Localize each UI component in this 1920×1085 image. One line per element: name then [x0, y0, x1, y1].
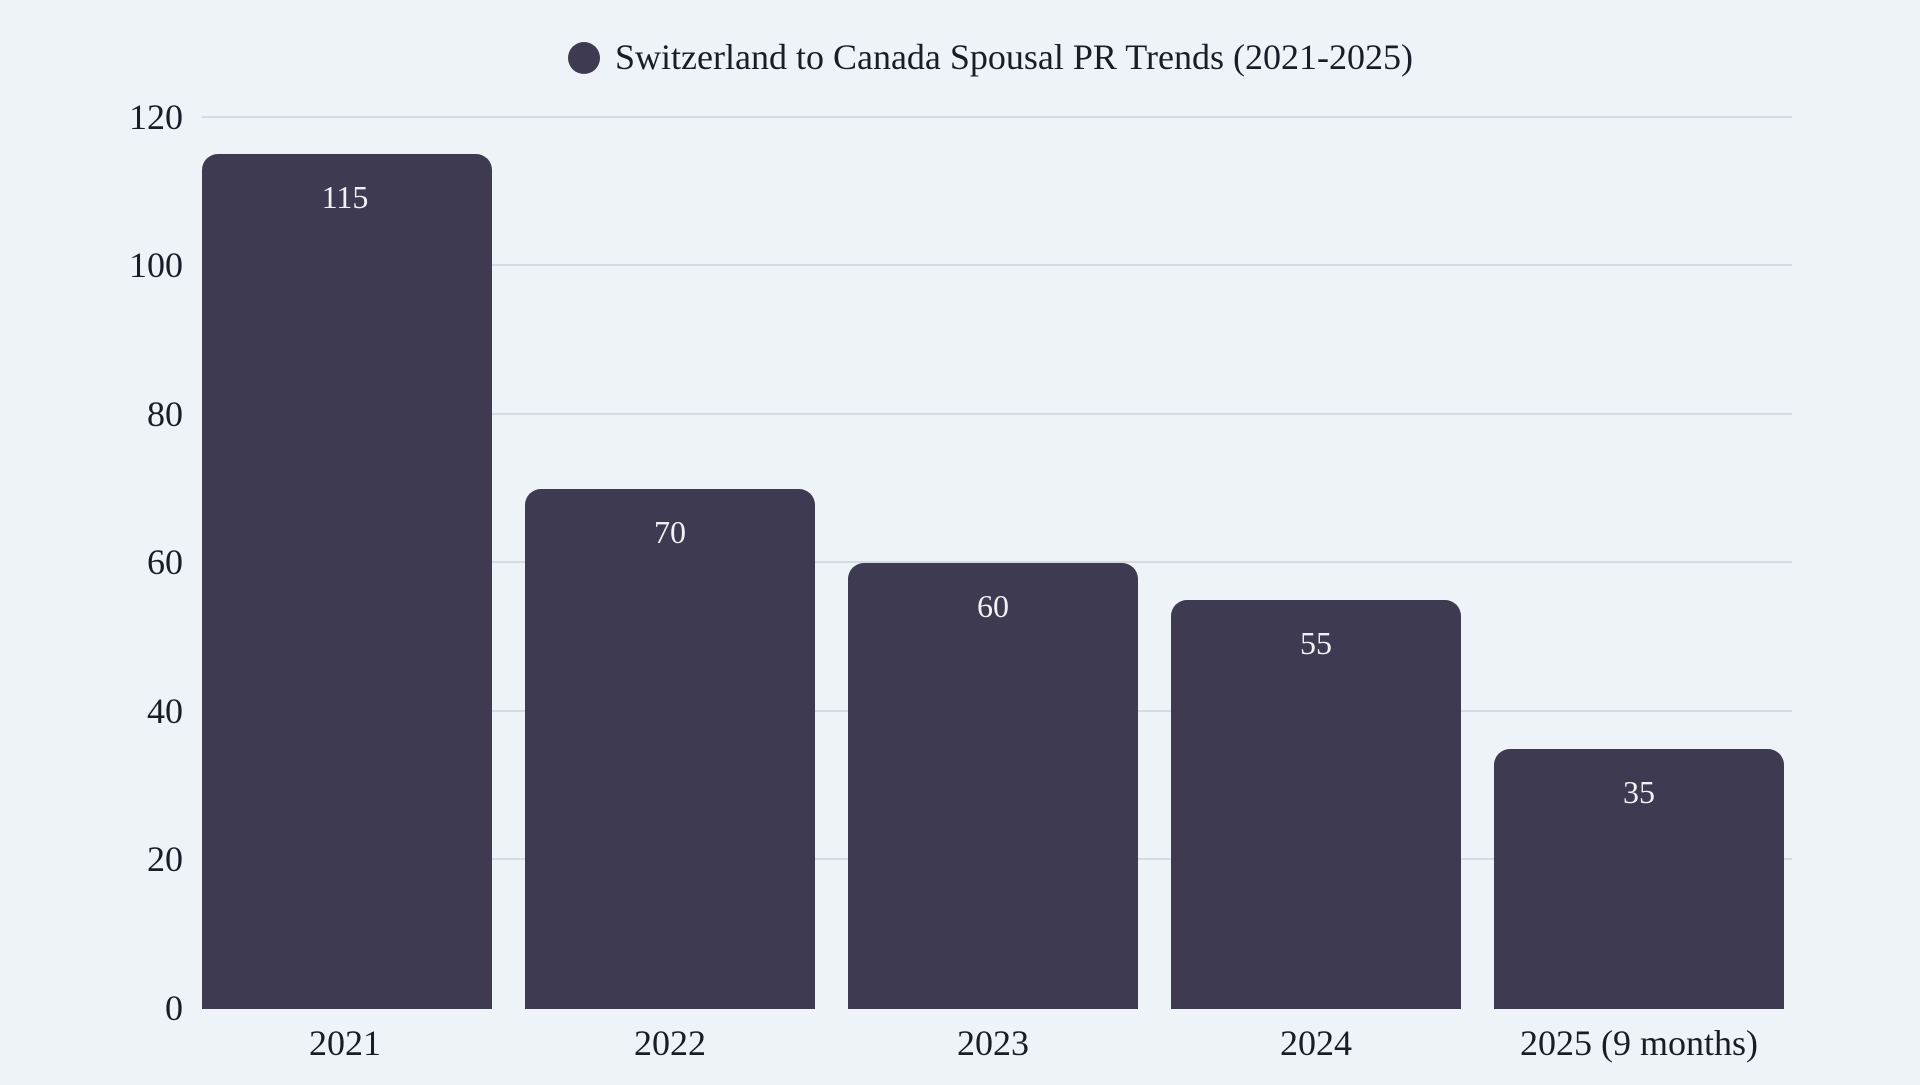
svg-text:115: 115	[322, 179, 369, 215]
svg-text:2024: 2024	[1280, 1023, 1352, 1063]
svg-text:2021: 2021	[309, 1023, 381, 1063]
svg-text:60: 60	[147, 542, 183, 582]
svg-text:40: 40	[147, 691, 183, 731]
svg-text:55: 55	[1300, 625, 1332, 661]
svg-text:120: 120	[129, 97, 183, 137]
svg-text:Switzerland to Canada Spousal: Switzerland to Canada Spousal PR Trends …	[615, 37, 1413, 77]
svg-text:2022: 2022	[634, 1023, 706, 1063]
svg-text:2023: 2023	[957, 1023, 1029, 1063]
svg-text:80: 80	[147, 394, 183, 434]
svg-text:2025 (9 months): 2025 (9 months)	[1520, 1023, 1758, 1063]
svg-text:60: 60	[977, 588, 1009, 624]
svg-text:0: 0	[165, 988, 183, 1028]
svg-text:70: 70	[654, 514, 686, 550]
svg-text:20: 20	[147, 839, 183, 879]
svg-text:100: 100	[129, 245, 183, 285]
svg-text:35: 35	[1623, 774, 1655, 810]
